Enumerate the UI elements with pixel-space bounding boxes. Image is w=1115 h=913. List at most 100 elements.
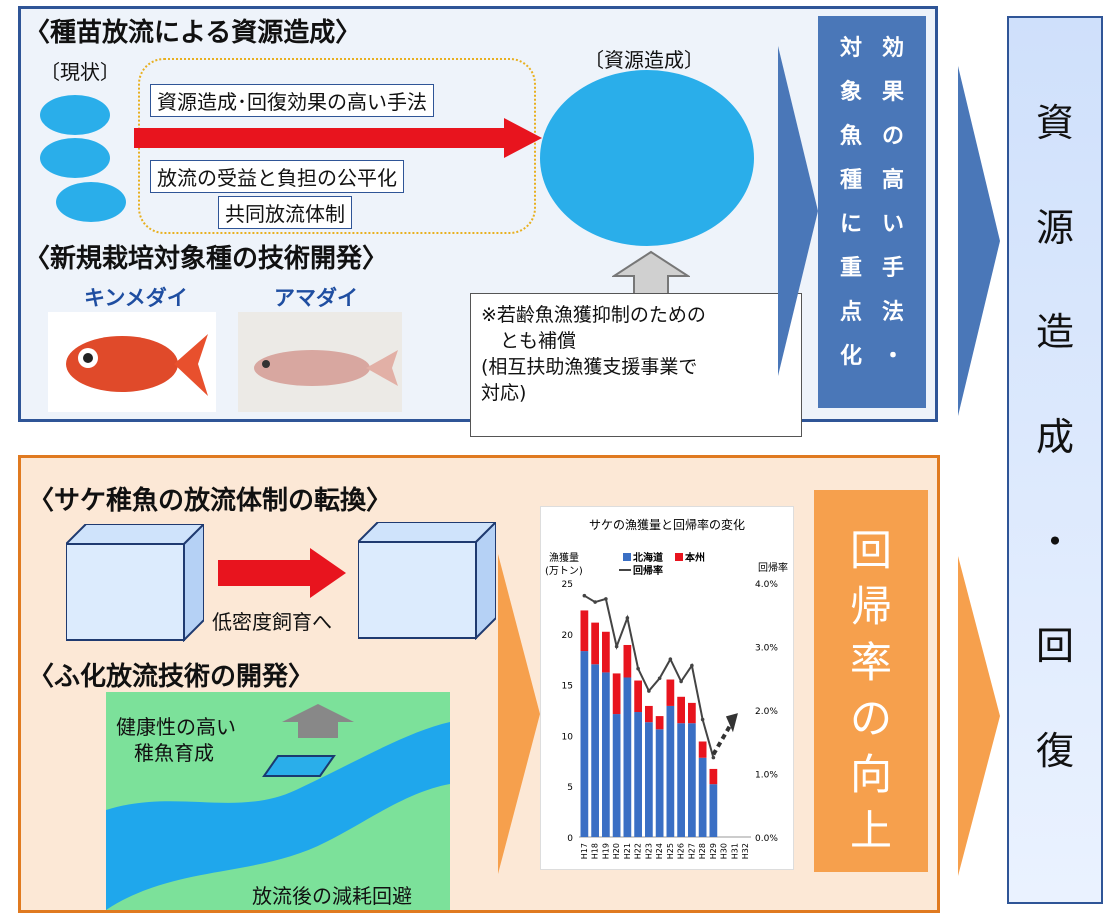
- projection-arrow: [711, 724, 732, 756]
- legend-return-rate: 回帰率: [633, 564, 663, 577]
- x-tick-label: H32: [741, 843, 750, 859]
- y-tick-label: 25: [562, 580, 573, 590]
- x-tick-label: H29: [709, 843, 718, 859]
- kinmedai-fish-icon: [66, 334, 208, 396]
- legend-hokkaido: 北海道: [633, 551, 663, 564]
- return-rate-point: [593, 600, 597, 604]
- y-tick-label: 5: [567, 783, 573, 793]
- sparse-tank-icon: [358, 522, 496, 640]
- y-axis-label: 漁獲量: [549, 551, 579, 564]
- hatchery-tech-title: 〈ふ化放流技術の開発〉: [28, 662, 315, 692]
- current-state-label: 〔現状〕: [40, 60, 120, 84]
- legend-swatch-hokkaido: [623, 553, 631, 561]
- resource-fish-school: [540, 70, 754, 246]
- fish-group-3: [56, 182, 126, 222]
- species-kinmedai-label: キンメダイ: [84, 286, 188, 310]
- target-species-char: に: [839, 212, 862, 237]
- red-arrow-icon: [218, 548, 346, 598]
- y-axis-unit: (万トン): [545, 566, 583, 577]
- bar-honshu: [666, 679, 675, 706]
- x-tick-label: H18: [591, 843, 600, 859]
- bar-honshu: [698, 741, 707, 758]
- bar-honshu: [580, 610, 589, 652]
- bar-honshu: [602, 631, 610, 673]
- chevron-right-icon: [958, 556, 1000, 876]
- dense-tank-icon: [66, 524, 204, 642]
- bar-honshu: [591, 622, 599, 665]
- bar-hokkaido: [698, 757, 707, 837]
- legend-honshu: 本州: [685, 551, 705, 564]
- target-species-text-left: 対象魚種に重点化: [834, 38, 868, 368]
- target-species-char: 重: [839, 256, 862, 281]
- y2-axis-label: 回帰率: [758, 561, 788, 574]
- x-tick-label: H26: [677, 843, 686, 859]
- bar-hokkaido: [666, 705, 675, 837]
- chart-title: サケの漁獲量と回帰率の変化: [589, 517, 745, 532]
- effective-method-char: 果: [881, 80, 904, 105]
- resource-creation-label: 〔資源造成〕: [584, 48, 704, 72]
- x-tick-label: H20: [612, 843, 621, 859]
- bar-hokkaido: [623, 677, 632, 837]
- target-species-char: 魚: [839, 124, 862, 149]
- y2-tick-label: 1.0%: [755, 771, 778, 781]
- y-tick-label: 0: [567, 834, 573, 844]
- resource-recovery-char: ・: [1035, 519, 1074, 564]
- effective-method-char: ・: [881, 344, 904, 369]
- y2-tick-label: 0.0%: [755, 834, 778, 844]
- fish-group-1: [40, 95, 110, 135]
- method-fair-burden: 放流の受益と負担の公平化: [150, 160, 404, 193]
- target-species-char: 化: [839, 344, 862, 369]
- target-species-char: 種: [839, 168, 862, 193]
- x-tick-label: H24: [655, 843, 664, 859]
- bar-hokkaido: [677, 723, 685, 837]
- y-tick-label: 20: [562, 631, 574, 641]
- x-tick-label: H22: [634, 843, 643, 859]
- bar-honshu: [655, 716, 664, 730]
- chevron-right-icon: [778, 46, 818, 376]
- return-rate-point: [636, 666, 640, 671]
- x-tick-label: H28: [698, 843, 707, 859]
- y2-tick-label: 2.0%: [755, 707, 778, 717]
- resource-recovery-char: 造: [1035, 310, 1074, 355]
- bar-honshu: [709, 768, 718, 785]
- return-rate-char: 帰: [849, 582, 892, 631]
- species-amadai-label: アマダイ: [274, 286, 358, 310]
- amadai-fish-icon: [254, 350, 398, 386]
- bar-honshu: [634, 680, 642, 713]
- river-icon: [106, 704, 450, 910]
- bar-honshu: [612, 673, 621, 715]
- bar-hokkaido: [580, 651, 589, 837]
- bar-hokkaido: [591, 664, 599, 837]
- effective-method-char: 法: [881, 300, 904, 325]
- bar-hokkaido: [688, 723, 696, 837]
- bar-hokkaido: [709, 784, 718, 837]
- target-species-char: 点: [839, 300, 862, 325]
- effective-method-char: い: [881, 212, 904, 237]
- salmon-catch-chart: サケの漁獲量と回帰率の変化 漁獲量 (万トン) 回帰率 北海道 本州 回帰率 0 5 10 15 20…: [540, 506, 794, 870]
- return-rate-point: [668, 657, 673, 661]
- bar-honshu: [645, 705, 653, 723]
- return-rate-char: 向: [849, 750, 892, 799]
- return-rate-point: [614, 644, 619, 649]
- target-species-column: [818, 16, 926, 408]
- x-tick-label: H19: [601, 843, 610, 859]
- up-arrow-icon: [612, 250, 690, 297]
- x-tick-label: H25: [666, 843, 675, 859]
- kinmedai-photo: [48, 312, 216, 412]
- return-rate-point: [625, 616, 630, 620]
- x-tick-label: H31: [730, 843, 739, 859]
- target-species-char: 象: [839, 80, 862, 105]
- return-rate-point: [582, 593, 587, 598]
- return-rate-point: [604, 597, 608, 601]
- effective-method-char: 手: [881, 256, 904, 281]
- resource-recovery-column: 資源造成・回復: [1007, 16, 1103, 904]
- return-rate-point: [700, 717, 705, 722]
- return-rate-point: [711, 755, 716, 760]
- return-rate-char: の: [849, 694, 892, 743]
- effective-method-char: 効: [881, 36, 904, 61]
- return-rate-char: 回: [849, 526, 892, 575]
- return-rate-point: [657, 676, 662, 681]
- legend-swatch-honshu: [675, 553, 683, 561]
- return-rate-point: [690, 663, 694, 668]
